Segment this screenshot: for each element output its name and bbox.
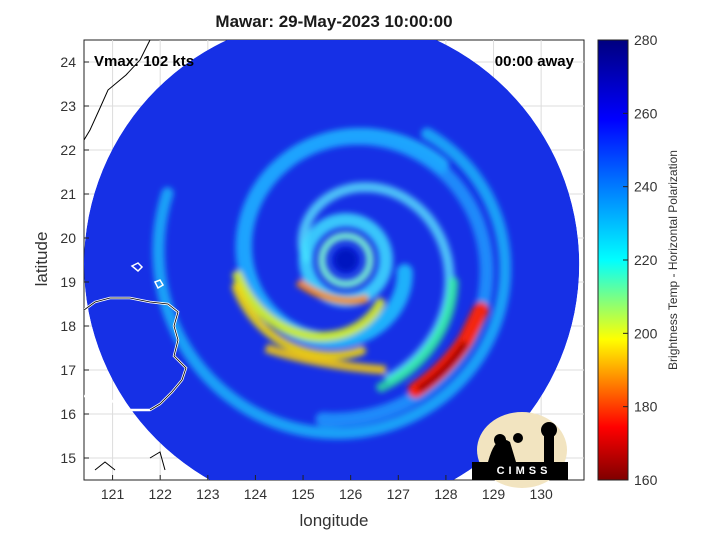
time-away-label: 00:00 away: [494, 53, 574, 70]
x-tick-label: 128: [434, 486, 458, 502]
x-tick-label: 130: [529, 486, 553, 502]
y-tick-label: 19: [60, 274, 76, 290]
logo-text: CIMSS: [496, 465, 552, 477]
x-tick-label: 125: [291, 486, 315, 502]
x-tick-label: 122: [149, 486, 173, 502]
y-tick-label: 22: [60, 142, 76, 158]
x-tick-label: 127: [387, 486, 411, 502]
y-tick-label: 18: [60, 318, 76, 334]
x-axis-label: longitude: [299, 511, 369, 530]
x-tick-label: 129: [482, 486, 506, 502]
x-tick-label: 126: [339, 486, 363, 502]
convection-core-intense: [417, 341, 468, 392]
colorbar-tick-label: 260: [634, 105, 658, 121]
coastline-south: [94, 451, 166, 471]
colorbar-tick-label: 240: [634, 179, 658, 195]
inner-eyewall: [317, 232, 374, 288]
rain-band: [376, 276, 459, 393]
colorbar-tick-label: 160: [634, 472, 658, 488]
y-axis-label: latitude: [32, 231, 51, 287]
eyewall-warm-arc: [295, 278, 370, 305]
colorbar-tick-label: 220: [634, 252, 658, 268]
y-tick-label: 23: [60, 98, 76, 114]
y-tick-label: 20: [60, 230, 76, 246]
colorbar-tick-label: 280: [634, 32, 658, 48]
colorbar-tick-label: 200: [634, 325, 658, 341]
colorbar-label: Brightness Temp - Horizontal Polarizatio…: [666, 150, 680, 370]
rain-band: [231, 282, 366, 360]
southern-band: [264, 343, 387, 375]
vmax-label: Vmax: 102 kts: [94, 53, 195, 70]
colorbar-tick-label: 180: [634, 399, 658, 415]
chart-title: Mawar: 29-May-2023 10:00:00: [215, 12, 453, 31]
y-tick-label: 15: [60, 450, 76, 466]
x-tick-label: 124: [244, 486, 268, 502]
storm-eye: [333, 248, 358, 272]
coastline-taiwan: [84, 40, 151, 141]
colorbar-ticks: 160 180 200 220 240 260 280: [623, 32, 658, 488]
y-axis-ticks: 15 16 17 18 19 20 21 22 23 24: [60, 54, 89, 466]
island-batanes: [130, 262, 165, 290]
y-tick-label: 21: [60, 186, 76, 202]
y-tick-label: 17: [60, 362, 76, 378]
x-tick-label: 123: [196, 486, 220, 502]
coastline-luzon-outline: [84, 297, 187, 411]
y-tick-label: 24: [60, 54, 76, 70]
x-tick-label: 121: [101, 486, 125, 502]
x-axis-ticks: 121 122 123 124 125 126 127 128 129 130: [101, 475, 553, 502]
y-tick-label: 16: [60, 406, 76, 422]
cimss-logo: [472, 412, 568, 488]
rain-band: [232, 270, 386, 342]
